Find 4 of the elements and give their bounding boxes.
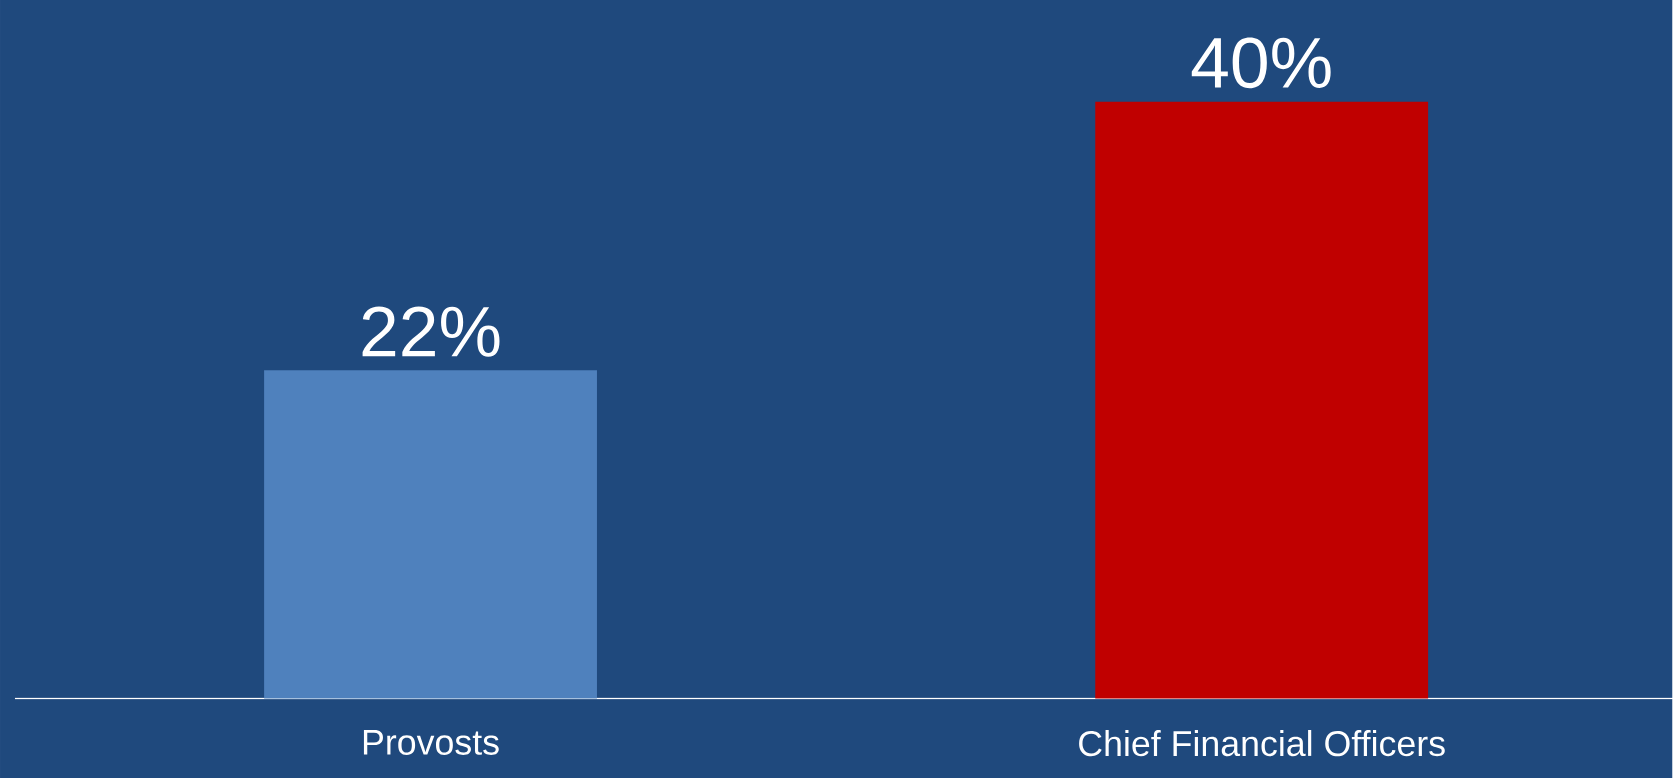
x-tick-label: Chief Financial Officers	[1079, 729, 1445, 757]
data-label: 40%	[1191, 37, 1331, 89]
data-label: 22%	[362, 306, 500, 357]
x-tick-label: Provosts	[363, 729, 499, 755]
